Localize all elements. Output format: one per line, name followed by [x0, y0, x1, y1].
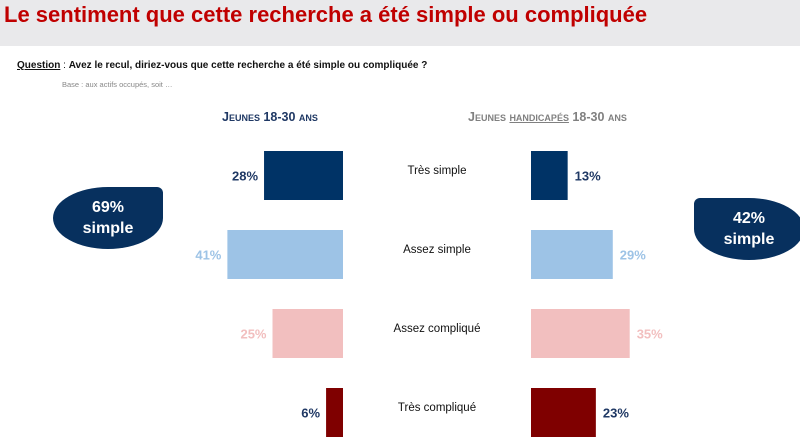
header-band	[0, 0, 800, 46]
value-label-left-1: 41%	[195, 248, 221, 263]
value-label-right-3: 23%	[603, 406, 629, 421]
base-note: Base : aux actifs occupés, soit …	[62, 80, 173, 89]
summary-bubble-right-value: 42%	[732, 210, 766, 227]
bar-left-0	[264, 151, 343, 200]
panel-right-title-underlined: handicapés	[509, 110, 569, 124]
bar-right-0	[531, 151, 568, 200]
panel-right-title-pre: Jeunes	[468, 110, 510, 124]
summary-bubble-left-label: simple	[82, 220, 134, 237]
summary-bubble-right: 42% simple	[694, 198, 800, 260]
bar-left-3	[326, 388, 343, 437]
value-label-right-2: 35%	[637, 327, 663, 342]
panel-left-title: Jeunes 18-30 ans	[222, 110, 318, 124]
page-title: Le sentiment que cette recherche a été s…	[4, 2, 648, 27]
category-label-3: Très compliqué	[398, 402, 476, 414]
summary-bubble-right-label: simple	[723, 231, 775, 248]
summary-bubble-left: 69% simple	[53, 187, 163, 249]
value-label-right-0: 13%	[575, 169, 601, 184]
bar-left-2	[272, 309, 343, 358]
category-label-0: Très simple	[408, 165, 467, 177]
value-label-right-1: 29%	[620, 248, 646, 263]
category-label-2: Assez compliqué	[394, 323, 481, 335]
bar-left-1	[227, 230, 343, 279]
category-label-1: Assez simple	[403, 244, 471, 256]
bar-right-1	[531, 230, 613, 279]
panel-right-title-post: 18-30 ans	[568, 110, 627, 124]
question-text: Avez le recul, diriez-vous que cette rec…	[68, 60, 428, 71]
bar-right-3	[531, 388, 596, 437]
question-label: Question	[17, 60, 61, 71]
summary-bubble-left-value: 69%	[91, 199, 125, 216]
question-separator: :	[60, 60, 69, 71]
value-label-left-0: 28%	[232, 169, 258, 184]
question-line: Question : Avez le recul, diriez-vous qu…	[17, 60, 427, 71]
value-label-left-2: 25%	[240, 327, 266, 342]
bar-right-2	[531, 309, 630, 358]
value-label-left-3: 6%	[301, 406, 320, 421]
panel-right-title: Jeunes handicapés 18-30 ans	[468, 110, 627, 124]
